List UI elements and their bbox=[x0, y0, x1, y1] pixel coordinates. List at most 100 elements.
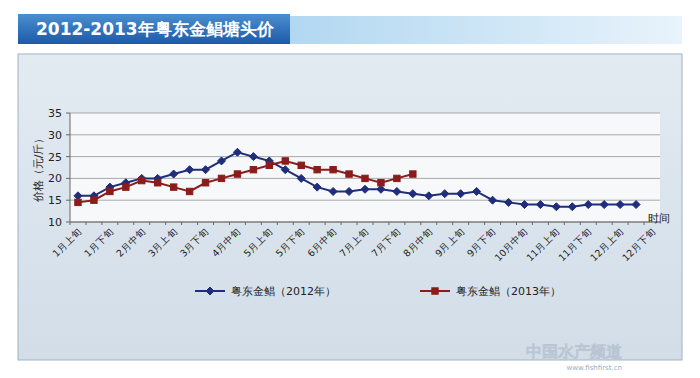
marker bbox=[249, 153, 257, 161]
x-tick bbox=[516, 222, 517, 225]
x-tick bbox=[117, 222, 118, 225]
marker bbox=[616, 201, 624, 209]
marker bbox=[505, 198, 513, 206]
x-tick-label: 11月上旬 bbox=[524, 226, 562, 264]
x-tick bbox=[612, 222, 613, 225]
marker bbox=[520, 201, 528, 209]
title: 2012-2013年粤东金鲳塘头价 bbox=[36, 19, 275, 39]
y-tick-label: 25 bbox=[48, 151, 62, 164]
marker bbox=[281, 166, 289, 174]
marker bbox=[155, 180, 161, 186]
marker bbox=[330, 166, 336, 172]
marker bbox=[202, 166, 210, 174]
marker bbox=[409, 190, 417, 198]
y-axis-title: 价格（元/斤） bbox=[32, 133, 45, 204]
grid-line bbox=[70, 156, 660, 157]
x-tick bbox=[293, 222, 294, 225]
title-banner bbox=[18, 14, 290, 44]
legend-item: 粤东金鲳（2012年） bbox=[195, 285, 336, 298]
panel bbox=[18, 54, 682, 360]
y-tick-label: 30 bbox=[48, 129, 62, 142]
marker bbox=[186, 166, 194, 174]
x-tick-label: 5月下旬 bbox=[273, 226, 306, 259]
x-tick bbox=[596, 222, 597, 225]
marker bbox=[202, 180, 208, 186]
y-tick bbox=[66, 156, 70, 157]
marker bbox=[536, 201, 544, 209]
x-axis-title: 时间 bbox=[648, 212, 670, 225]
marker bbox=[473, 187, 481, 195]
x-tick bbox=[500, 222, 501, 225]
marker bbox=[282, 158, 288, 164]
x-tick-label: 3月下旬 bbox=[178, 226, 211, 259]
marker bbox=[250, 166, 256, 172]
watermark: 中国水产频道 bbox=[526, 342, 623, 361]
marker bbox=[74, 192, 82, 200]
x-tick bbox=[452, 222, 453, 225]
x-tick bbox=[133, 222, 134, 225]
marker bbox=[329, 187, 337, 195]
x-tick bbox=[644, 222, 645, 225]
marker bbox=[568, 203, 576, 211]
x-tick-label: 7月上旬 bbox=[337, 226, 370, 259]
marker bbox=[233, 148, 241, 156]
marker bbox=[361, 185, 369, 193]
x-tick bbox=[628, 222, 629, 225]
marker bbox=[600, 201, 608, 209]
y-tick bbox=[66, 113, 70, 114]
marker bbox=[345, 187, 353, 195]
marker bbox=[313, 183, 321, 191]
marker bbox=[297, 174, 305, 182]
x-tick bbox=[261, 222, 262, 225]
marker bbox=[234, 171, 240, 177]
marker bbox=[123, 184, 129, 190]
marker bbox=[394, 175, 400, 181]
x-tick-label: 12月上旬 bbox=[588, 226, 626, 264]
x-tick bbox=[388, 222, 389, 225]
x-tick bbox=[70, 222, 71, 225]
marker bbox=[632, 201, 640, 209]
watermark-url: www.fishfirst.cn bbox=[567, 364, 622, 372]
chart: 2012-2013年粤东金鲳塘头价1015202530351月上旬1月下旬2月中… bbox=[0, 0, 700, 378]
marker bbox=[266, 162, 272, 168]
y-tick-label: 35 bbox=[48, 107, 62, 120]
x-tick bbox=[277, 222, 278, 225]
legend-marker bbox=[432, 288, 438, 294]
marker bbox=[218, 175, 224, 181]
x-tick bbox=[85, 222, 86, 225]
marker bbox=[107, 188, 113, 194]
x-tick-label: 11月下旬 bbox=[556, 226, 594, 264]
legend-label: 粤东金鲳（2012年） bbox=[231, 285, 336, 298]
plot-group bbox=[74, 148, 640, 211]
x-tick-label: 1月上旬 bbox=[50, 226, 83, 259]
x-tick bbox=[229, 222, 230, 225]
marker bbox=[346, 171, 352, 177]
grid-line bbox=[70, 200, 660, 201]
marker bbox=[378, 180, 384, 186]
marker bbox=[441, 190, 449, 198]
marker bbox=[362, 175, 368, 181]
marker bbox=[489, 196, 497, 204]
marker bbox=[186, 188, 192, 194]
y-tick bbox=[66, 222, 70, 223]
x-tick-label: 5月上旬 bbox=[241, 226, 274, 259]
marker bbox=[377, 185, 385, 193]
x-tick bbox=[564, 222, 565, 225]
x-tick-label: 4月中旬 bbox=[210, 226, 243, 259]
x-tick-label: 10月中旬 bbox=[492, 226, 530, 264]
x-tick bbox=[341, 222, 342, 225]
x-tick bbox=[245, 222, 246, 225]
x-tick bbox=[181, 222, 182, 225]
marker bbox=[425, 192, 433, 200]
x-tick-label: 12月下旬 bbox=[620, 226, 658, 264]
x-tick bbox=[548, 222, 549, 225]
grid-line bbox=[70, 113, 660, 114]
marker bbox=[552, 203, 560, 211]
x-tick bbox=[484, 222, 485, 225]
x-tick bbox=[325, 222, 326, 225]
plot-area bbox=[70, 113, 660, 222]
x-tick-label: 6月中旬 bbox=[305, 226, 338, 259]
x-tick bbox=[532, 222, 533, 225]
marker bbox=[217, 157, 225, 165]
x-tick bbox=[197, 222, 198, 225]
